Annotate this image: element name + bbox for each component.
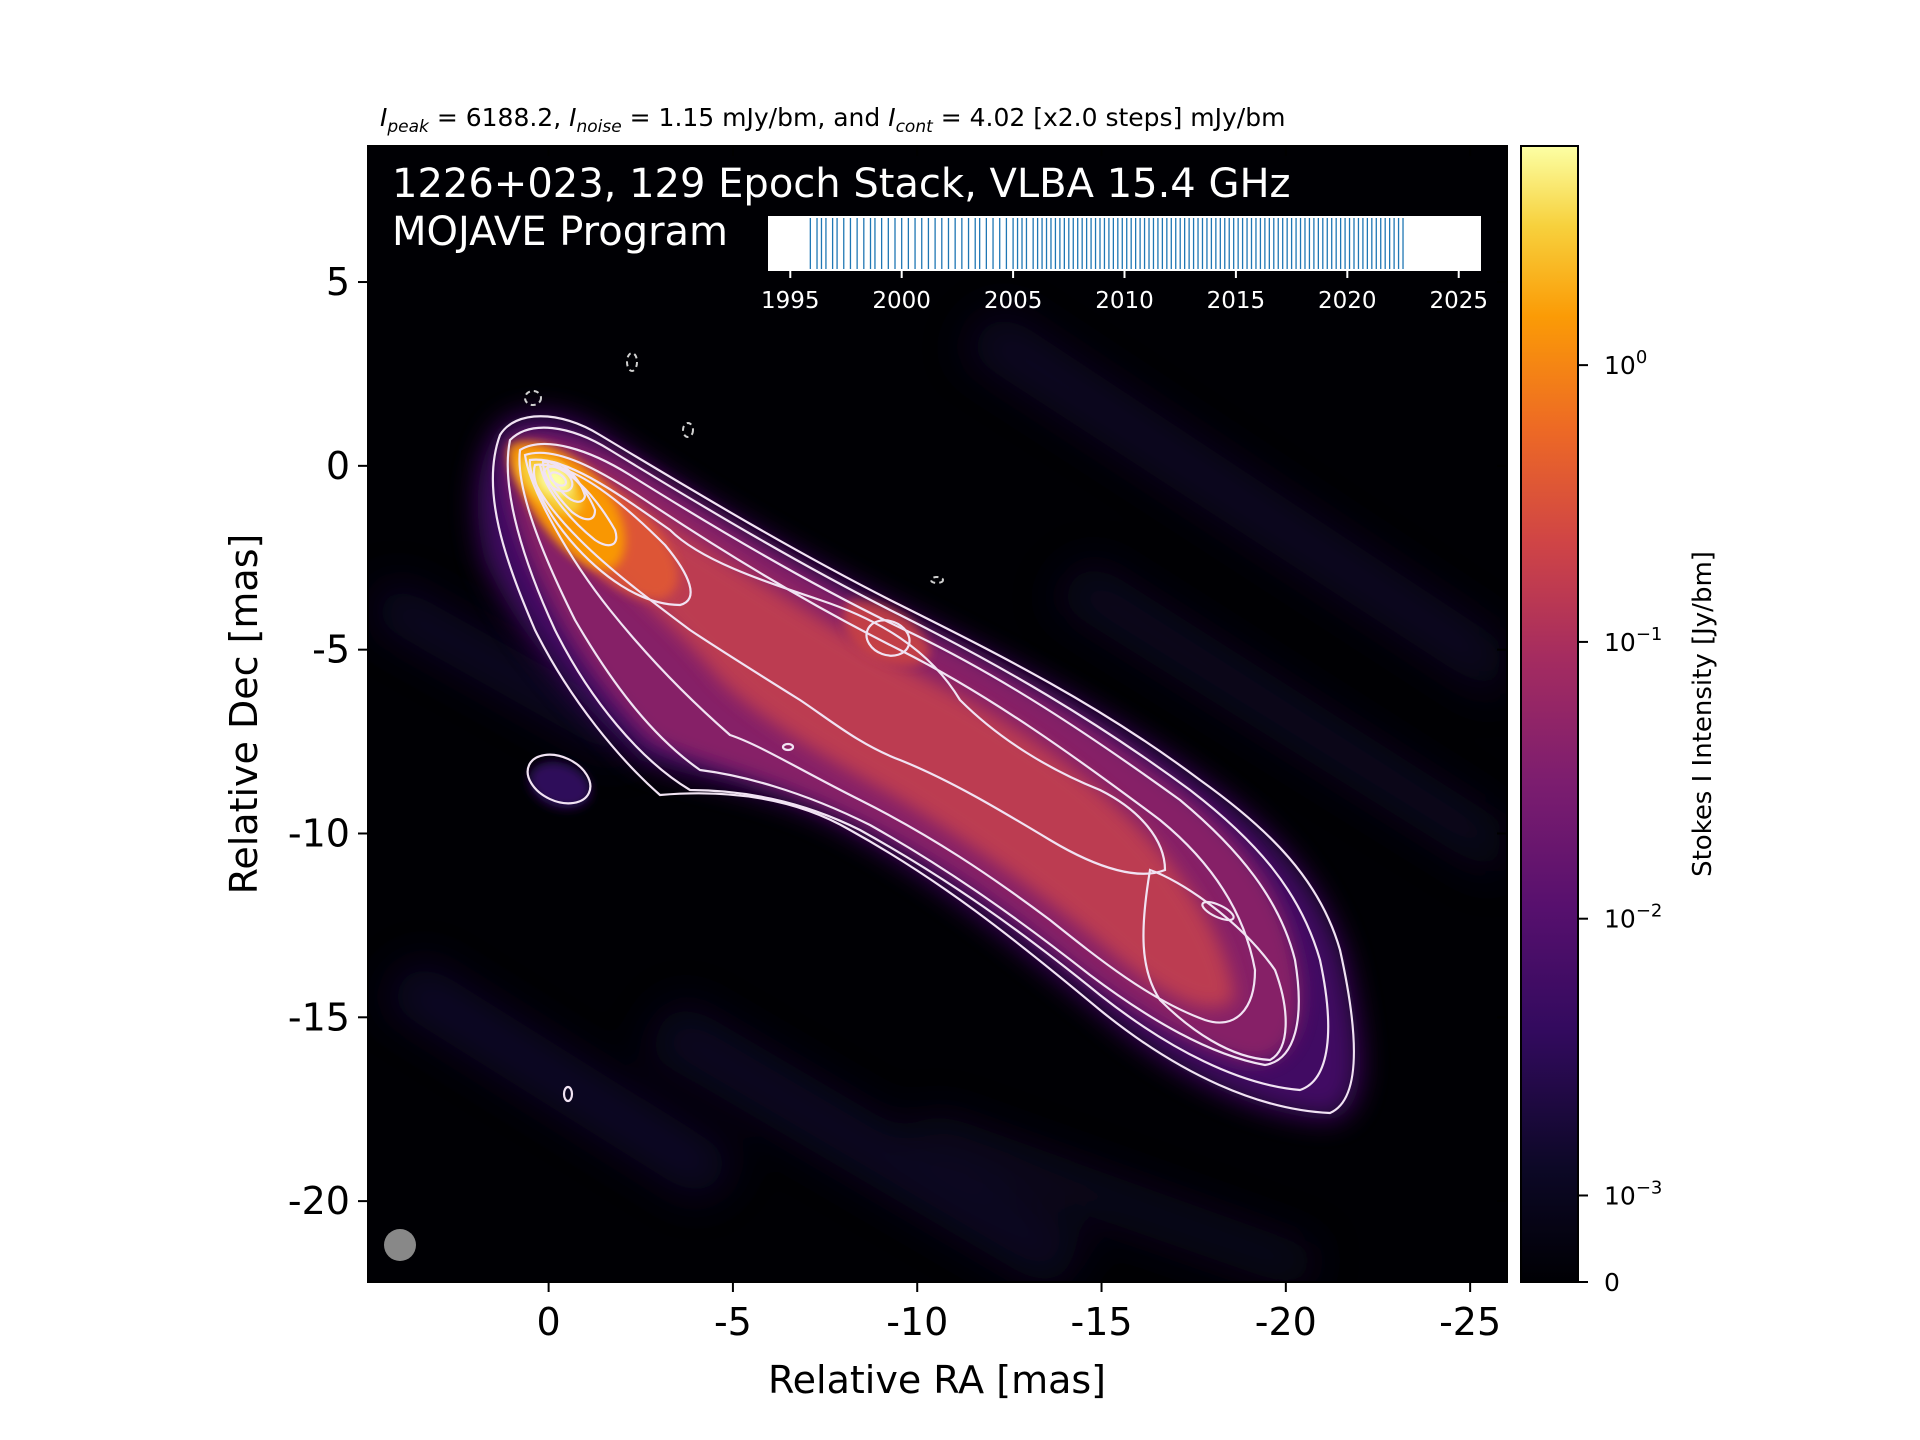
colorbar-tick-label: 0 [1604, 1268, 1620, 1297]
colorbar-label: Stokes I Intensity [Jy/bm] [1688, 551, 1718, 877]
y-axis: 5 0 -5 -10 -15 -20 [288, 260, 1507, 1223]
noise-value: = 1.15 mJy/bm, and [622, 103, 889, 132]
epoch-tick-label: 1995 [761, 288, 820, 314]
contour-spot [1201, 900, 1235, 922]
contour-level-3 [518, 442, 1300, 1067]
y-tick-label: -5 [312, 628, 350, 672]
chart-title-program: MOJAVE Program [392, 209, 728, 255]
contour-level-4 [523, 451, 1257, 1024]
x-tick-label: 0 [537, 1300, 561, 1344]
cont-value: = 4.02 [x2.0 steps] mJy/bm [933, 103, 1286, 132]
y-tick-label: -10 [288, 811, 350, 855]
chart-title: 1226+023, 129 Epoch Stack, VLBA 15.4 GHz [392, 161, 1291, 207]
cont-symbol: I [888, 103, 895, 132]
peak-symbol: I [380, 103, 387, 132]
plot-frame [367, 145, 1508, 1283]
colorbar-tick-label: 10−1 [1604, 624, 1662, 657]
epoch-tick-label: 2000 [872, 288, 931, 314]
contour-small [562, 1085, 574, 1103]
epoch-tick-label: 2025 [1429, 288, 1488, 314]
contour-level-7 [532, 463, 692, 607]
y-axis-label: Relative Dec [mas] [222, 534, 266, 895]
y-tick-label: -20 [288, 1179, 350, 1223]
colorbar-tick-label: 100 [1604, 347, 1647, 380]
epoch-ticks: 1995 2000 2005 2010 2015 2020 2025 [761, 271, 1488, 314]
epoch-tick-label: 2020 [1318, 288, 1377, 314]
epoch-timeline-box [768, 216, 1481, 271]
contour-level-11 [542, 465, 574, 493]
peak-value: = 6188.2, [429, 103, 569, 132]
contour-blob [526, 753, 592, 805]
contour-lines [491, 415, 1356, 1115]
peak-subscript: peak [386, 117, 430, 137]
epoch-tick-label: 2005 [984, 288, 1043, 314]
colorbar-tick-label: 10−3 [1604, 1177, 1662, 1210]
colorbar-gradient [1520, 145, 1579, 1283]
epoch-tick-label: 2015 [1207, 288, 1266, 314]
colorbar-tick-label: 10−2 [1604, 901, 1662, 934]
chart-subtitle: Ipeak = 6188.2, Inoise = 1.15 mJy/bm, an… [380, 103, 1285, 137]
noise-symbol: I [569, 103, 576, 132]
epoch-lines [809, 218, 1404, 269]
contour-peak [548, 471, 568, 487]
x-tick-label: -5 [714, 1300, 752, 1344]
y-tick-label: 5 [326, 260, 350, 304]
contour-level-5 [528, 458, 1167, 875]
colorbar: 100 10−1 10−2 10−3 0 Stokes I Intensity [Jy/… [1520, 145, 1718, 1297]
colorbar-ticks: 100 10−1 10−2 10−3 0 [1578, 347, 1662, 1297]
x-axis-label: Relative RA [mas] [768, 1358, 1106, 1402]
x-tick-label: -20 [1255, 1300, 1317, 1344]
epoch-tick-label: 2010 [1095, 288, 1154, 314]
negative-contours [524, 352, 944, 584]
y-tick-label: 0 [326, 444, 350, 488]
x-tick-label: -15 [1070, 1300, 1132, 1344]
contour-level-2 [506, 426, 1330, 1092]
plot-area: 1226+023, 129 Epoch Stack, VLBA 15.4 GHz… [368, 146, 1507, 1282]
noise-subscript: noise [576, 117, 621, 137]
contour-knot [865, 619, 911, 657]
x-tick-label: -25 [1439, 1300, 1501, 1344]
y-tick-label: -15 [288, 995, 350, 1039]
x-axis: 0 -5 -10 -15 -20 -25 [537, 146, 1501, 1344]
beam-marker [384, 1229, 416, 1261]
contour-level-1 [491, 415, 1356, 1115]
x-tick-label: -10 [886, 1300, 948, 1344]
sidelobe-stripes [370, 310, 1500, 1282]
cont-subscript: cont [896, 117, 935, 137]
epoch-timeline: 1995 2000 2005 2010 2015 2020 2025 [761, 216, 1488, 314]
contour-small-2 [781, 742, 795, 752]
